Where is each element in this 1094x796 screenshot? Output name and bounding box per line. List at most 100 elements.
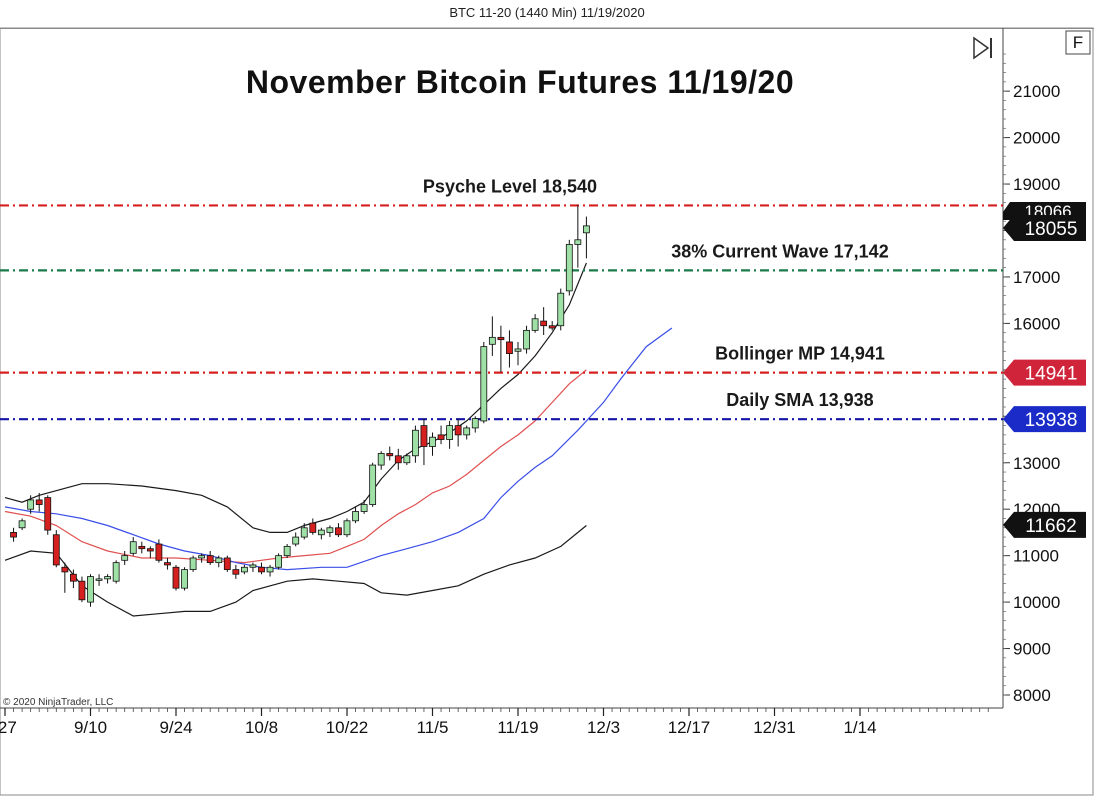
candle-body	[18, 520, 26, 529]
candle	[420, 418, 428, 466]
candle-body	[206, 555, 214, 564]
candle	[583, 216, 590, 259]
candle-body	[121, 555, 129, 561]
price-marker-flag	[1003, 214, 1086, 241]
price-marker: 13938	[1003, 406, 1086, 433]
f-button-label: F	[1073, 33, 1083, 52]
candle-body	[377, 453, 385, 466]
candle	[52, 530, 60, 568]
candle	[198, 553, 206, 563]
candle-body	[343, 520, 351, 536]
candle-body	[506, 341, 513, 354]
candle	[429, 432, 436, 456]
candle	[181, 567, 188, 591]
candle-body	[411, 429, 419, 457]
f-button[interactable]: F	[1065, 30, 1091, 55]
candle-body	[27, 499, 35, 510]
y-tick-label: 13000	[1013, 454, 1060, 473]
candle	[172, 564, 180, 591]
candle-body	[44, 497, 52, 531]
price-marker-text: 13938	[1025, 410, 1078, 431]
candle-body	[540, 320, 548, 327]
x-tick-label: 10/8	[245, 718, 278, 737]
chart-frame	[0, 27, 1094, 796]
price-marker: 14941	[1003, 359, 1086, 386]
y-tick-label: 10000	[1013, 593, 1060, 612]
candle-body	[70, 573, 77, 582]
x-tick-label: 1/14	[843, 718, 876, 737]
candle-body	[488, 336, 496, 345]
y-tick-label: 19000	[1013, 175, 1060, 194]
candle-body	[394, 455, 402, 464]
candle	[309, 518, 317, 535]
candle-body	[446, 425, 454, 440]
bollinger-upper-band	[4, 262, 587, 534]
candle	[10, 527, 17, 542]
candle	[215, 555, 223, 568]
candle	[437, 425, 445, 445]
candle	[343, 518, 351, 538]
candle-body	[164, 562, 171, 566]
candle	[446, 420, 454, 449]
candle-body	[104, 576, 111, 580]
x-tick-label: 9/24	[159, 718, 192, 737]
candle	[121, 551, 129, 565]
price-marker-flag	[1003, 359, 1086, 386]
x-tick-label: 9/10	[74, 718, 107, 737]
candle-body	[61, 566, 69, 573]
candle-body	[574, 239, 582, 245]
candles-layer	[10, 204, 590, 607]
indicator-layer	[4, 262, 673, 617]
bollinger-lower-band	[4, 525, 587, 617]
candle-body	[146, 548, 154, 552]
candle	[78, 576, 86, 603]
candle	[27, 495, 35, 514]
candle-body	[283, 545, 291, 557]
candle-body	[523, 329, 530, 350]
candle	[531, 314, 539, 333]
candle	[326, 525, 334, 538]
candle	[317, 527, 325, 540]
candle-body	[429, 436, 436, 447]
price-marker-text: 18055	[1025, 219, 1078, 240]
candle-body	[10, 532, 17, 538]
candle-body	[258, 566, 265, 573]
price-marker-text: 14941	[1025, 364, 1078, 385]
candle	[61, 562, 69, 593]
skip-forward-icon[interactable]	[973, 36, 992, 60]
candle	[411, 425, 419, 463]
candle-body	[189, 557, 197, 570]
candle-body	[583, 225, 590, 234]
candle	[352, 506, 359, 524]
y-tick-label: 11000	[1013, 547, 1059, 566]
candle	[223, 555, 231, 572]
level-label: Psyche Level 18,540	[423, 176, 597, 196]
candle-body	[95, 578, 103, 581]
candle	[129, 537, 137, 556]
candle	[557, 288, 565, 331]
candle	[377, 451, 385, 470]
candle-body	[309, 522, 317, 533]
candle-body	[386, 453, 394, 457]
candle-body	[223, 557, 231, 570]
candle-body	[565, 244, 573, 292]
candle	[240, 564, 248, 575]
candle	[189, 555, 197, 572]
y-tick-label: 20000	[1013, 129, 1060, 148]
x-tick-label: 12/17	[668, 718, 711, 737]
candle-body	[403, 455, 411, 464]
candle	[471, 416, 479, 433]
candle	[394, 448, 402, 470]
candle-body	[87, 576, 94, 603]
y-tick-label: 8000	[1013, 686, 1051, 705]
horizontal-lines-layer: Psyche Level 18,540 38% Current Wave 17,1…	[0, 176, 1003, 421]
candle	[497, 325, 505, 373]
candle-body	[240, 566, 248, 573]
candle	[112, 560, 120, 584]
x-tick-label: /27	[0, 718, 17, 737]
candle-body	[369, 464, 377, 505]
candle-body	[215, 557, 223, 564]
sma-line	[4, 327, 673, 571]
candle-body	[420, 425, 428, 447]
